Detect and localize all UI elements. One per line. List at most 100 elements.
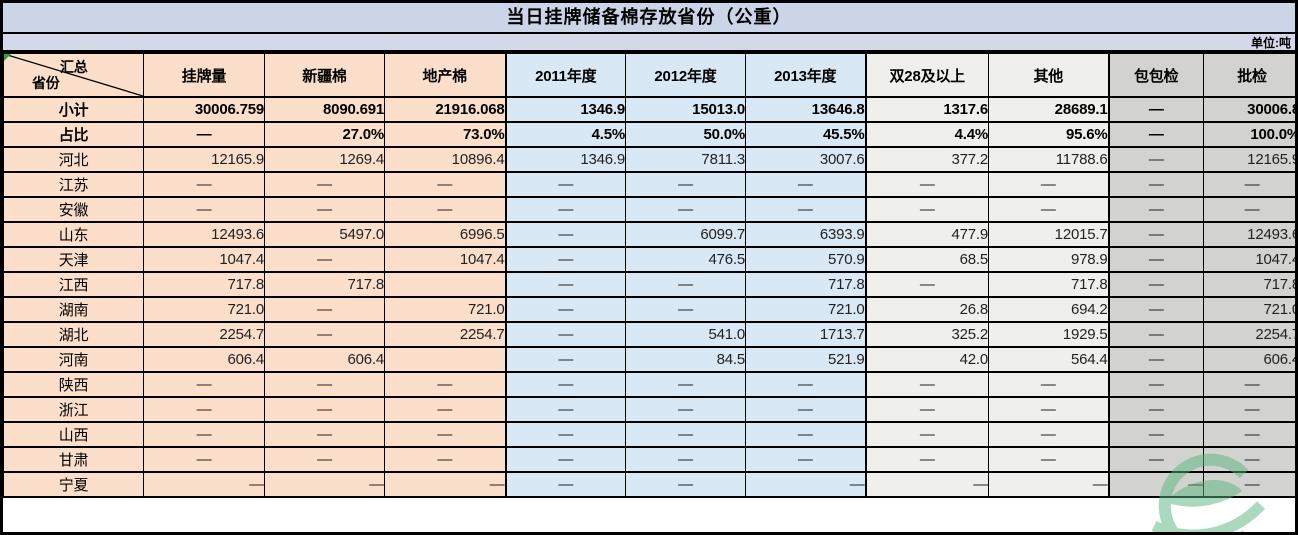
table-cell[interactable]: 721.0 [143,296,265,323]
table-cell[interactable]: 606.4 [264,346,385,373]
column-header-2[interactable]: 新疆棉 [264,52,385,98]
table-cell[interactable]: — [745,421,866,448]
row-label[interactable]: 甘肃 [3,446,144,473]
table-cell[interactable]: — [625,371,746,398]
table-cell[interactable]: — [264,246,385,273]
column-header-3[interactable]: 地产棉 [384,52,506,98]
table-cell[interactable]: — [1107,321,1204,348]
table-cell[interactable]: — [1107,196,1204,223]
table-cell[interactable]: — [1203,421,1295,448]
table-cell[interactable]: 1047.4 [1203,246,1295,273]
table-cell[interactable]: — [1107,271,1204,298]
table-cell[interactable]: — [864,396,989,423]
table-cell[interactable]: — [745,446,866,473]
table-cell[interactable]: — [504,271,626,298]
table-cell[interactable]: 606.4 [143,346,265,373]
table-cell[interactable]: — [143,396,265,423]
table-cell[interactable]: — [1203,396,1295,423]
table-cell[interactable]: — [1203,471,1295,498]
table-cell[interactable]: 477.9 [864,221,989,248]
column-header-8[interactable]: 其他 [988,52,1109,98]
table-cell[interactable]: — [988,396,1109,423]
table-cell[interactable]: 1346.9 [504,96,626,123]
table-cell[interactable]: — [1107,146,1204,173]
table-cell[interactable]: 1346.9 [504,146,626,173]
table-cell[interactable]: 8090.691 [264,96,385,123]
table-cell[interactable]: — [1107,96,1204,123]
table-cell[interactable]: — [1107,421,1204,448]
table-cell[interactable]: — [1107,121,1204,148]
table-cell[interactable]: — [143,421,265,448]
table-cell[interactable]: 50.0% [625,121,746,148]
table-cell[interactable]: 13646.8 [745,96,866,123]
table-cell[interactable]: — [1107,296,1204,323]
corner-cell[interactable]: 汇总 省份 [3,52,144,98]
table-cell[interactable]: — [143,371,265,398]
table-cell[interactable]: — [264,196,385,223]
table-cell[interactable]: 1047.4 [143,246,265,273]
table-cell[interactable]: — [1107,446,1204,473]
table-cell[interactable]: 1047.4 [384,246,506,273]
table-cell[interactable]: — [504,171,626,198]
table-cell[interactable]: — [264,471,385,498]
table-cell[interactable]: — [264,321,385,348]
table-cell[interactable]: — [264,446,385,473]
table-cell[interactable]: 10896.4 [384,146,506,173]
table-cell[interactable]: — [864,271,989,298]
table-cell[interactable]: — [143,171,265,198]
column-header-6[interactable]: 2013年度 [745,52,866,98]
table-cell[interactable]: — [504,296,626,323]
table-cell[interactable]: — [745,371,866,398]
table-cell[interactable]: 12165.9 [1203,146,1295,173]
table-cell[interactable]: 2254.7 [143,321,265,348]
table-cell[interactable]: — [384,196,506,223]
row-label[interactable]: 陕西 [3,371,144,398]
table-cell[interactable]: — [504,321,626,348]
table-cell[interactable]: — [864,371,989,398]
table-cell[interactable]: 30006.8 [1203,96,1295,123]
table-cell[interactable]: — [988,471,1109,498]
column-header-4[interactable]: 2011年度 [504,52,626,98]
table-cell[interactable]: 4.5% [504,121,626,148]
table-cell[interactable]: — [264,171,385,198]
table-cell[interactable]: 541.0 [625,321,746,348]
table-cell[interactable] [384,346,506,373]
row-label[interactable]: 湖北 [3,321,144,348]
table-cell[interactable]: 15013.0 [625,96,746,123]
table-cell[interactable]: 95.6% [988,121,1109,148]
column-header-1[interactable]: 挂牌量 [143,52,265,98]
table-cell[interactable]: 978.9 [988,246,1109,273]
table-cell[interactable]: — [504,221,626,248]
table-cell[interactable]: 3007.6 [745,146,866,173]
table-cell[interactable]: 45.5% [745,121,866,148]
table-cell[interactable]: 42.0 [864,346,989,373]
table-cell[interactable]: 1269.4 [264,146,385,173]
table-cell[interactable]: 1317.6 [864,96,989,123]
table-cell[interactable]: — [264,396,385,423]
column-header-7[interactable]: 双28及以上 [864,52,989,98]
column-header-5[interactable]: 2012年度 [625,52,746,98]
table-cell[interactable]: — [384,371,506,398]
table-cell[interactable]: 570.9 [745,246,866,273]
table-cell[interactable]: — [143,121,265,148]
table-cell[interactable]: — [264,421,385,448]
row-label[interactable]: 江西 [3,271,144,298]
table-cell[interactable]: — [143,446,265,473]
table-cell[interactable]: — [625,196,746,223]
table-cell[interactable]: 717.8 [745,271,866,298]
table-cell[interactable]: — [504,421,626,448]
table-cell[interactable]: 476.5 [625,246,746,273]
table-cell[interactable]: 73.0% [384,121,506,148]
table-cell[interactable]: 68.5 [864,246,989,273]
table-cell[interactable]: 564.4 [988,346,1109,373]
table-cell[interactable]: — [625,296,746,323]
table-cell[interactable] [384,271,506,298]
table-cell[interactable]: — [504,396,626,423]
table-cell[interactable]: — [1203,196,1295,223]
table-cell[interactable]: 12493.6 [143,221,265,248]
table-cell[interactable]: 1929.5 [988,321,1109,348]
row-label[interactable]: 山东 [3,221,144,248]
table-cell[interactable]: 12015.7 [988,221,1109,248]
table-cell[interactable]: — [504,346,626,373]
table-cell[interactable]: 21916.068 [384,96,506,123]
